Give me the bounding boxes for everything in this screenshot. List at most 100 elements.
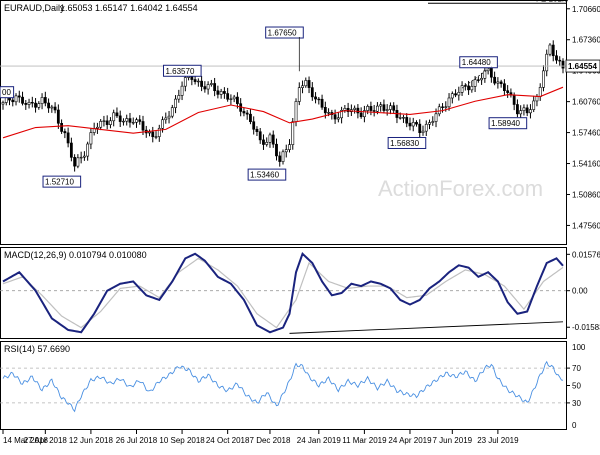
candle-body: [115, 112, 119, 117]
macd-panel-frame: [0, 247, 567, 339]
candle-body: [542, 70, 545, 88]
candle-body: [203, 86, 207, 90]
candle-body: [79, 156, 83, 159]
axes-layer: 1.706601.673601.640601.607601.574601.541…: [2, 5, 600, 445]
candle-body: [408, 122, 412, 127]
candle-body: [154, 136, 158, 138]
x-tick-label: 27 Apr 2018: [24, 436, 68, 445]
candle-body: [177, 95, 181, 100]
candle-body: [379, 104, 383, 107]
candle-body: [434, 113, 438, 122]
candle-body: [174, 98, 177, 108]
candle-body: [415, 122, 418, 125]
candle-body: [135, 119, 138, 123]
candle-body: [56, 109, 60, 124]
candle-body: [66, 132, 70, 144]
annotation-box: [265, 26, 304, 39]
candle-body: [340, 109, 344, 119]
candle-body: [102, 120, 106, 122]
candle-body: [131, 121, 135, 124]
candle-body: [473, 79, 477, 87]
candle-body: [43, 97, 47, 104]
candle-body: [219, 91, 223, 95]
candle-body: [502, 83, 506, 91]
candle-body: [183, 77, 187, 87]
macd-title: MACD(12,26,9) 0.010794 0.010080: [4, 250, 147, 260]
candle-body: [310, 87, 314, 98]
price-layer: FE 161.8 1.67650 1.63570 1.64480 1.52710 1.53…: [0, 0, 569, 188]
macd-signal-line: [2, 257, 564, 329]
candle-body: [353, 107, 357, 110]
candle-body: [109, 120, 112, 125]
candle-body: [499, 81, 503, 85]
candle-body: [281, 151, 285, 162]
candle-body: [327, 112, 330, 114]
candle-body: [157, 128, 161, 137]
candle-body: [437, 106, 441, 115]
annotation-label: 1.53460: [250, 171, 279, 180]
x-tick-label: 23 Jul 2019: [477, 436, 519, 445]
rsi-y-tick-label: 30: [572, 399, 581, 408]
macd-y-tick-label: -0.015834: [572, 323, 600, 332]
macd-y-tick-label: 0.00: [572, 287, 588, 296]
price-y-tick-label: 1.70660: [572, 5, 600, 14]
candle-body: [441, 106, 444, 108]
candle-body: [249, 113, 252, 122]
annotation-label: 1.52710: [45, 178, 74, 187]
candle-body: [323, 107, 327, 114]
annotation-label: 00: [2, 88, 11, 97]
candle-body: [151, 131, 155, 138]
candle-body: [480, 77, 484, 81]
x-tick-label: 14 Mar 2018: [3, 436, 48, 445]
candle-body: [538, 87, 542, 97]
candle-body: [402, 117, 405, 119]
watermark: ActionForex.com: [378, 176, 543, 201]
candle-body: [209, 83, 213, 85]
rsi-y-tick-label: 50: [572, 382, 581, 391]
price-y-tick-label: 1.57460: [572, 129, 600, 138]
candle-body: [555, 55, 558, 61]
candle-body: [346, 108, 350, 113]
candle-body: [17, 95, 21, 98]
price-title: EURAUD,Daily: [4, 3, 65, 13]
macd-y-tick-label: 0.015762: [572, 250, 600, 259]
candle-body: [226, 93, 230, 100]
annotation-box: [162, 64, 202, 77]
price-y-tick-label: 1.50860: [572, 190, 600, 199]
candle-body: [421, 130, 425, 133]
candle-body: [14, 95, 18, 103]
candle-body: [359, 112, 363, 118]
rsi-y-tick-label: 100: [572, 343, 586, 352]
candle-body: [258, 131, 262, 141]
candle-body: [63, 131, 67, 134]
macd-main-line: [2, 251, 564, 334]
candle-body: [278, 155, 282, 162]
candle-body: [11, 99, 15, 103]
candle-body: [24, 103, 28, 105]
candle-body: [128, 118, 132, 123]
candle-body: [242, 111, 246, 114]
candle-body: [196, 80, 200, 83]
candle-body: [245, 112, 249, 115]
candle-body: [532, 100, 536, 110]
candle-body: [301, 85, 304, 88]
annotation-label: 1.64480: [462, 58, 491, 67]
candle-body: [447, 97, 451, 108]
candle-body: [333, 114, 337, 120]
candle-body: [138, 119, 142, 122]
x-tick-label: 7 Dec 2018: [250, 436, 291, 445]
candle-body: [229, 98, 233, 100]
annotation-box: [459, 56, 498, 69]
candle-body: [535, 96, 539, 102]
moving-average-line: [2, 86, 564, 139]
candle-body: [382, 104, 386, 111]
candle-body: [40, 97, 44, 104]
candle-body: [297, 87, 301, 102]
candle-body: [167, 115, 171, 119]
candle-body: [118, 115, 122, 122]
candle-body: [304, 80, 308, 87]
candle-body: [431, 121, 435, 123]
candle-body: [206, 84, 210, 90]
candle-body: [193, 79, 197, 82]
